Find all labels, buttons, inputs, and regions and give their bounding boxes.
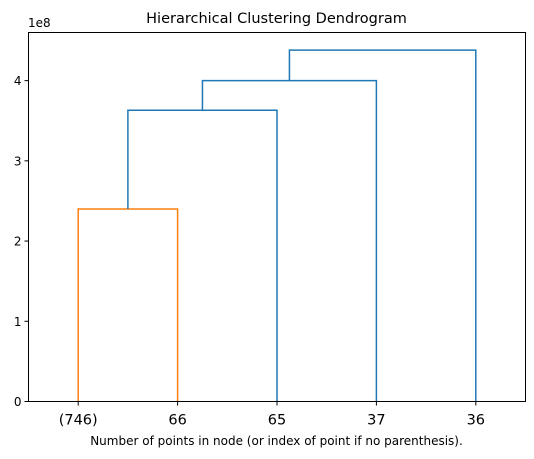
y-tick-label: 3: [14, 154, 22, 168]
leaf-label: 66: [168, 413, 186, 429]
chart-title: Hierarchical Clustering Dendrogram: [146, 11, 407, 27]
y-axis-offset-label: 1e8: [28, 16, 51, 30]
y-tick-label: 0: [14, 395, 22, 409]
x-axis-label: Number of points in node (or index of po…: [90, 434, 463, 448]
y-tick-label: 1: [14, 315, 22, 329]
dendrogram-link: [288, 49, 477, 402]
leaf-label: 65: [268, 413, 286, 429]
leaf-label: 36: [467, 413, 485, 429]
y-axis: 0 1 2 3 4: [14, 74, 29, 409]
y-tick-label: 4: [14, 74, 22, 88]
leaf-label: (746): [59, 413, 98, 429]
dendrogram-links: [77, 49, 477, 402]
y-tick-label: 2: [14, 235, 22, 249]
leaf-label: 37: [367, 413, 385, 429]
x-axis: (746) 66 65 37 36: [59, 401, 485, 429]
